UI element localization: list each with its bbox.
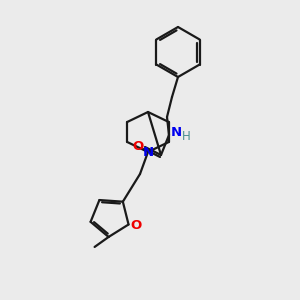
Text: O: O — [132, 140, 144, 152]
Text: N: N — [170, 127, 182, 140]
Text: O: O — [130, 219, 141, 232]
Text: H: H — [182, 130, 190, 143]
Text: N: N — [142, 146, 154, 160]
